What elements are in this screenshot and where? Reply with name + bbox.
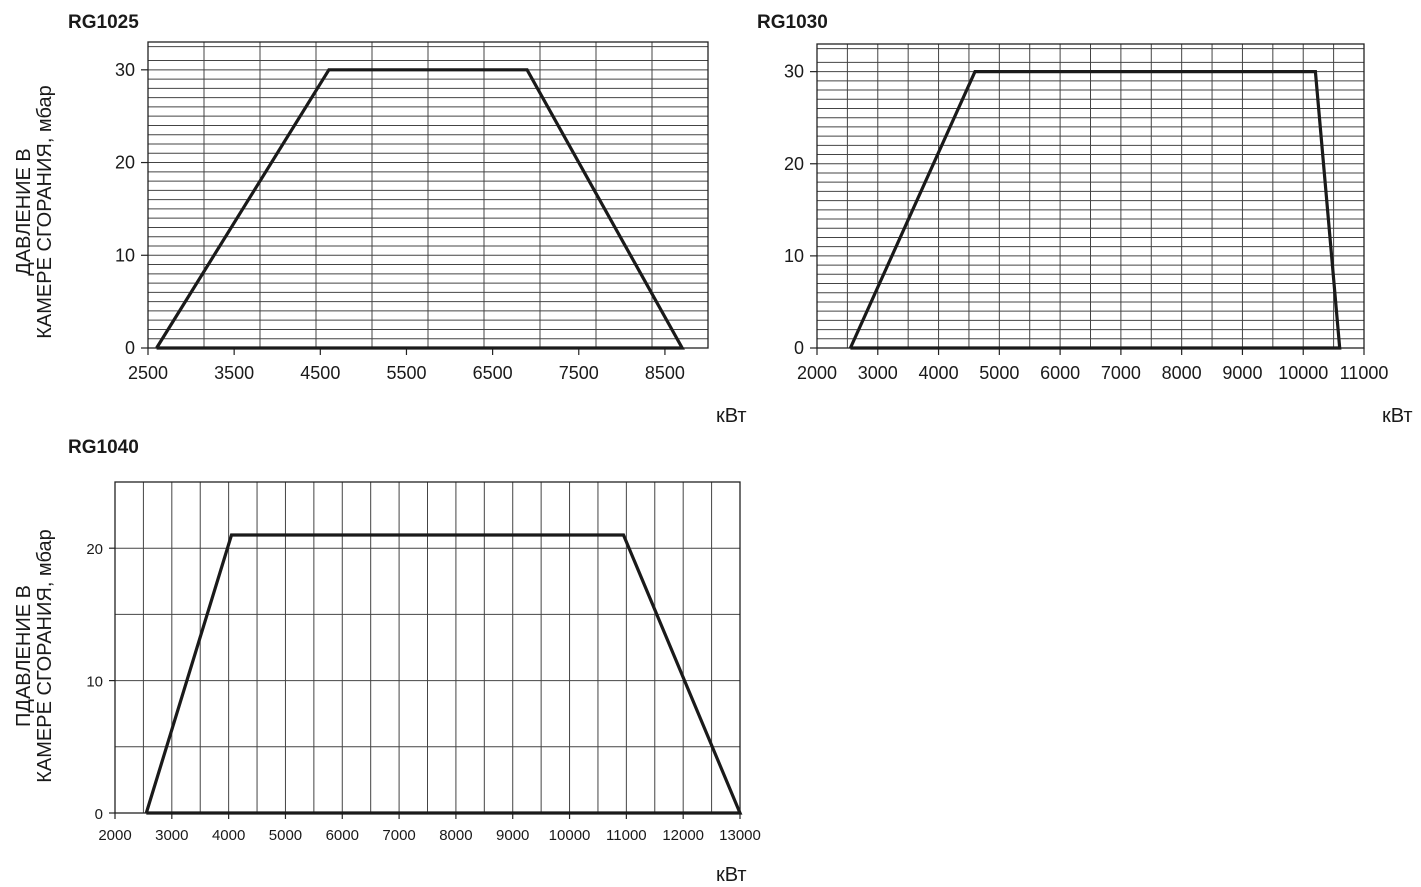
chart-title-rg1040: RG1040 — [68, 437, 139, 458]
y-tick-label: 20 — [784, 154, 804, 174]
x-tick-label: 11000 — [606, 827, 647, 844]
x-tick-label: 5500 — [386, 363, 426, 383]
x-tick-label: 8000 — [1162, 363, 1202, 383]
x-tick-label: 4500 — [300, 363, 340, 383]
y-tick-label: 20 — [115, 153, 135, 173]
y-tick-label: 0 — [794, 338, 804, 358]
x-tick-label: 9000 — [1222, 363, 1262, 383]
chart-title-rg1030: RG1030 — [757, 12, 828, 33]
x-tick-label: 6500 — [473, 363, 513, 383]
x-tick-label: 11000 — [1340, 363, 1389, 383]
x-tick-label: 12000 — [662, 827, 704, 844]
x-tick-label: 6000 — [326, 827, 359, 844]
x-tick-label: 2000 — [98, 827, 131, 844]
y-tick-label: 0 — [125, 338, 135, 358]
x-tick-label: 6000 — [1040, 363, 1080, 383]
y-tick-label: 30 — [115, 60, 135, 80]
x-tick-label: 2500 — [128, 363, 168, 383]
x-tick-label: 10000 — [549, 827, 591, 844]
x-unit-rg1040: кВт — [716, 864, 747, 886]
x-tick-label: 7000 — [382, 827, 415, 844]
x-tick-label: 3000 — [155, 827, 188, 844]
x-tick-label: 3500 — [214, 363, 254, 383]
series-line-working-field — [144, 533, 743, 815]
y-tick-label: 10 — [86, 674, 103, 691]
series-line-working-field — [848, 69, 1342, 350]
series-line-working-field — [155, 68, 685, 350]
x-tick-label: 7000 — [1101, 363, 1141, 383]
x-tick-label: 2000 — [797, 363, 837, 383]
x-unit-rg1030: кВт — [1382, 405, 1413, 427]
x-tick-label: 5000 — [269, 827, 302, 844]
y-tick-label: 0 — [95, 806, 103, 823]
y-tick-label: 10 — [115, 245, 135, 265]
x-tick-label: 9000 — [496, 827, 529, 844]
chart-title-rg1025: RG1025 — [68, 12, 139, 33]
x-tick-label: 8000 — [439, 827, 472, 844]
y-tick-label: 20 — [86, 541, 103, 558]
x-tick-label: 13000 — [719, 827, 761, 844]
y-tick-label: 10 — [784, 246, 804, 266]
x-tick-label: 7500 — [559, 363, 599, 383]
x-tick-label: 8500 — [645, 363, 685, 383]
x-tick-label: 4000 — [212, 827, 245, 844]
x-tick-label: 4000 — [919, 363, 959, 383]
y-tick-label: 30 — [784, 62, 804, 82]
x-unit-rg1025: кВт — [716, 405, 747, 427]
x-tick-label: 10000 — [1278, 363, 1328, 383]
x-tick-label: 5000 — [979, 363, 1019, 383]
x-tick-label: 3000 — [858, 363, 898, 383]
